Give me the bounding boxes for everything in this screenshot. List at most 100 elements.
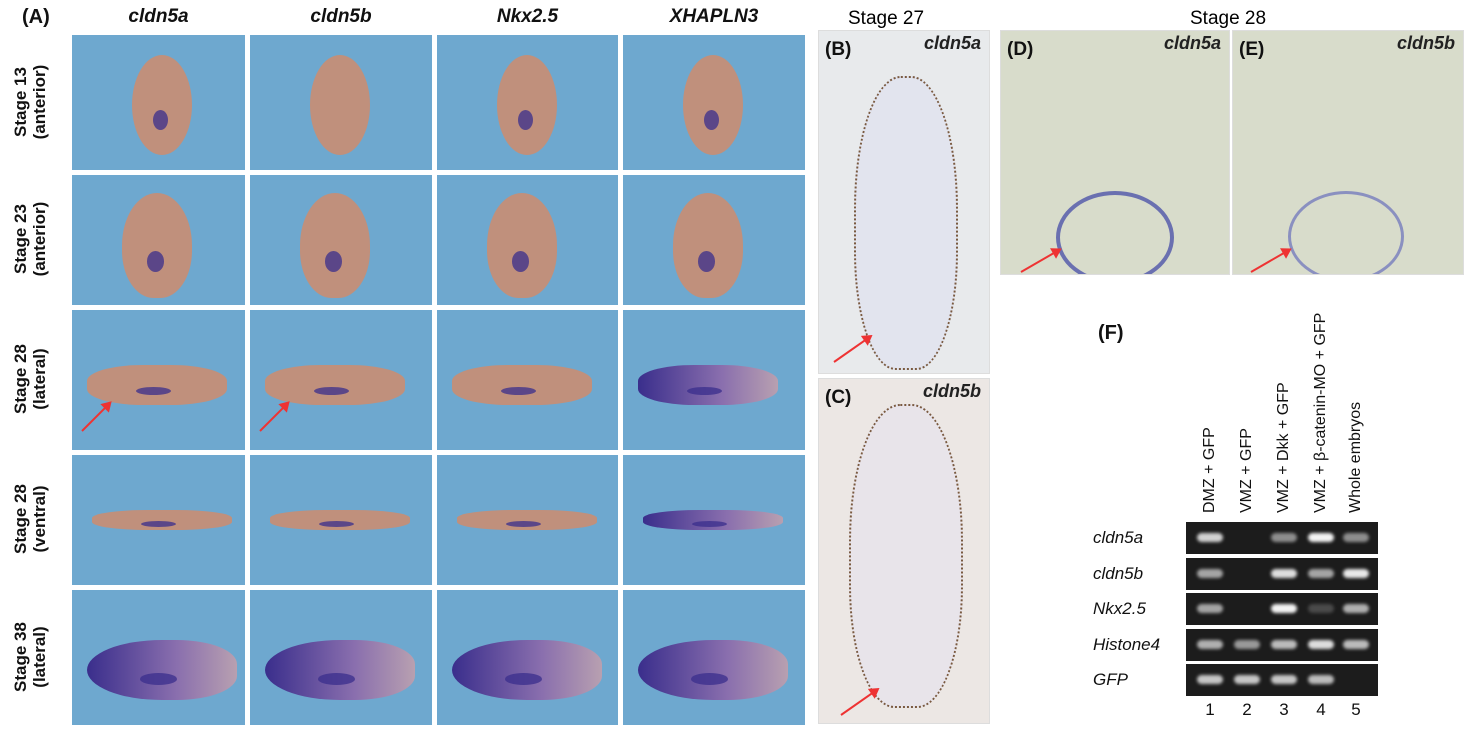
stain-spot [319,521,354,527]
gene-label: Nkx2.5 [1093,599,1146,618]
panel-d-gene: cldn5a [1163,33,1221,53]
panel-b-gene: cldn5a [923,33,981,53]
red-arrow-icon [1020,248,1061,273]
column-header: XHAPLN3 [669,6,759,27]
stage27-heading: Stage 27 [848,8,925,29]
lane-number: 2 [1242,700,1252,719]
gel-band [1308,639,1334,649]
stain-spot [141,521,176,527]
lane-number: 4 [1316,700,1326,719]
gel-band [1271,639,1297,649]
embryo [122,193,192,298]
embryo-image [72,310,245,450]
panel-e-label: (E) [1239,39,1265,60]
embryo-image [623,310,805,450]
embryo-image [250,310,432,450]
gel-row [1186,522,1378,554]
row-header: Stage 38 (lateral) [11,621,49,692]
gel-band [1197,639,1223,649]
stain-spot [331,110,346,130]
gel-band [1197,675,1223,684]
column-header: cldn5a [128,6,189,27]
gel-row [1186,628,1378,661]
gel-band [1343,639,1369,649]
embryo [452,640,602,700]
panel-d-label: (D) [1007,39,1034,60]
embryo [265,365,405,405]
embryo [310,55,370,155]
column-header: cldn5b [310,6,372,27]
embryo [300,193,370,298]
condition-label: Whole embryos [1347,401,1364,513]
panel-c-gene: cldn5b [922,381,981,401]
stain-spot [139,673,177,685]
panel-b-section: (B) cldn5a [818,30,990,374]
embryo-image [250,590,432,725]
red-arrow-icon [81,402,111,432]
embryo [683,55,743,155]
lane-number: 3 [1279,700,1289,719]
stain-spot [146,250,164,272]
stain-spot [506,521,541,527]
heart-stain [1056,191,1174,274]
gel-band [1271,675,1297,684]
panel-c-label: (C) [825,387,852,408]
embryo [270,510,410,530]
stain-spot [704,110,719,130]
gel-band [1308,675,1334,684]
embryo [487,193,557,298]
embryo-image [250,35,432,170]
embryo-image [623,175,805,305]
stain-spot [314,387,349,395]
stain-spot [518,110,533,130]
embryo [87,640,237,700]
embryo-image [437,175,618,305]
gene-label: GFP [1093,670,1128,689]
stain-spot [504,673,542,685]
lane-number: 5 [1351,700,1361,719]
gel-band [1308,533,1334,542]
gel-row [1186,664,1378,696]
panel-b-label: (B) [825,39,852,60]
embryo [497,55,557,155]
heart-stain [1288,191,1404,274]
stage28-heading: Stage 28 [1190,8,1267,29]
embryo-image [437,310,618,450]
embryo-image [250,455,432,585]
gel-band [1308,568,1334,578]
gel-band [1343,533,1369,542]
condition-label: DMZ + GFP [1201,427,1218,513]
panel-f-label: (F) [1098,322,1124,344]
gene-label: cldn5b [1093,563,1144,583]
gel-band [1271,533,1297,542]
gel-band [1271,604,1297,613]
row-header: Stage 23 (anterior) [11,201,49,277]
gene-label: cldn5a [1093,528,1144,547]
gel-row [1186,557,1378,590]
gel-band [1197,568,1223,578]
gel-band [1271,568,1297,578]
panel-d-section: (D) cldn5a [1000,30,1230,275]
gel-band [1234,639,1260,649]
row-header: Stage 13 (anterior) [11,64,49,139]
stain-spot [153,110,168,130]
red-arrow-icon [1250,248,1291,273]
panel-e-section: (E) cldn5b [1232,30,1464,275]
embryo [673,193,743,298]
gel-band [1234,675,1260,684]
stain-spot [317,673,355,685]
embryo [265,640,415,700]
stain-spot [136,387,171,395]
embryo-image [72,455,245,585]
embryo [638,640,788,700]
panel-c-section: (C) cldn5b [818,378,990,724]
stain-spot [692,521,727,527]
embryo [457,510,597,530]
gel-band [1197,533,1223,542]
gel-band [1308,604,1334,613]
panel-a-label: (A) [22,6,50,28]
condition-label: VMZ + β-catenin-MO + GFP [1312,312,1329,513]
embryo [92,510,232,530]
gel-row [1186,593,1378,625]
embryo [87,365,227,405]
